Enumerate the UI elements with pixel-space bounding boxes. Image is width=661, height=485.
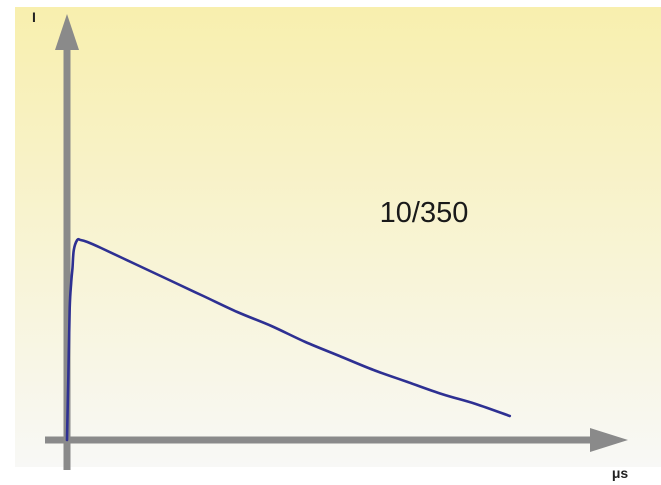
data-point-13: [237, 311, 239, 313]
data-point-10: [134, 263, 136, 265]
data-point-18: [407, 381, 409, 383]
x-axis-arrowhead: [590, 428, 628, 452]
waveform-annotation: 10/350: [380, 197, 469, 229]
data-point-21: [509, 415, 511, 417]
data-point-4: [72, 267, 74, 269]
data-point-17: [373, 369, 375, 371]
data-point-9: [100, 247, 102, 249]
series-line-1: [65, 237, 512, 442]
data-point-2: [69, 307, 71, 309]
data-point-5: [73, 249, 75, 251]
data-point-15: [305, 341, 307, 343]
data-point-8: [87, 241, 89, 243]
data-point-3: [70, 283, 72, 285]
y-axis-label: I: [32, 9, 36, 25]
data-point-20: [475, 403, 477, 405]
data-point-19: [441, 393, 443, 395]
data-point-16: [339, 355, 341, 357]
data-point-1: [68, 373, 70, 375]
data-point-7: [80, 239, 82, 241]
chart-background: [15, 7, 661, 467]
x-axis-label: μs: [612, 465, 629, 481]
data-point-12: [203, 295, 205, 297]
y-axis-arrowhead: [55, 14, 79, 50]
data-point-0: [66, 439, 68, 441]
data-point-6: [76, 239, 78, 241]
data-point-14: [271, 325, 273, 327]
data-point-11: [168, 279, 170, 281]
